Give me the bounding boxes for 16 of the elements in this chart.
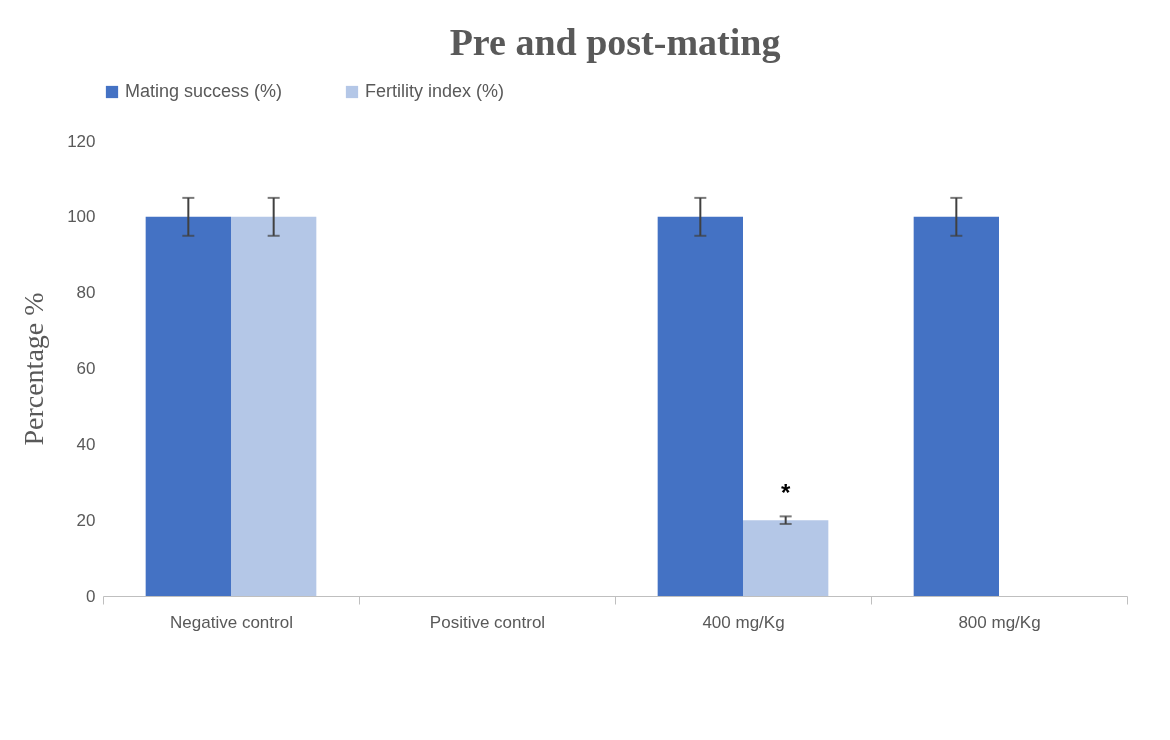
x-tick-label: 400 mg/Kg	[702, 612, 785, 632]
x-tick-label: Negative control	[170, 612, 293, 632]
y-axis-title: Percentage %	[18, 292, 50, 446]
y-tick-label: 20	[76, 510, 96, 530]
y-tick-label: 80	[76, 283, 96, 303]
y-tick-label: 120	[67, 131, 96, 151]
chart-title: Pre and post-mating	[449, 21, 781, 63]
x-tick-label: Positive control	[429, 612, 546, 632]
legend-label: Fertility index (%)	[365, 81, 505, 101]
legend-label: Mating success (%)	[125, 81, 283, 101]
y-tick-label: 40	[76, 434, 96, 454]
y-tick-label: 100	[67, 207, 96, 227]
annotation: *	[780, 478, 791, 506]
y-tick-label: 0	[86, 586, 96, 606]
y-tick-label: 60	[76, 359, 96, 378]
x-tick-label: 800 mg/Kg	[958, 612, 1041, 632]
